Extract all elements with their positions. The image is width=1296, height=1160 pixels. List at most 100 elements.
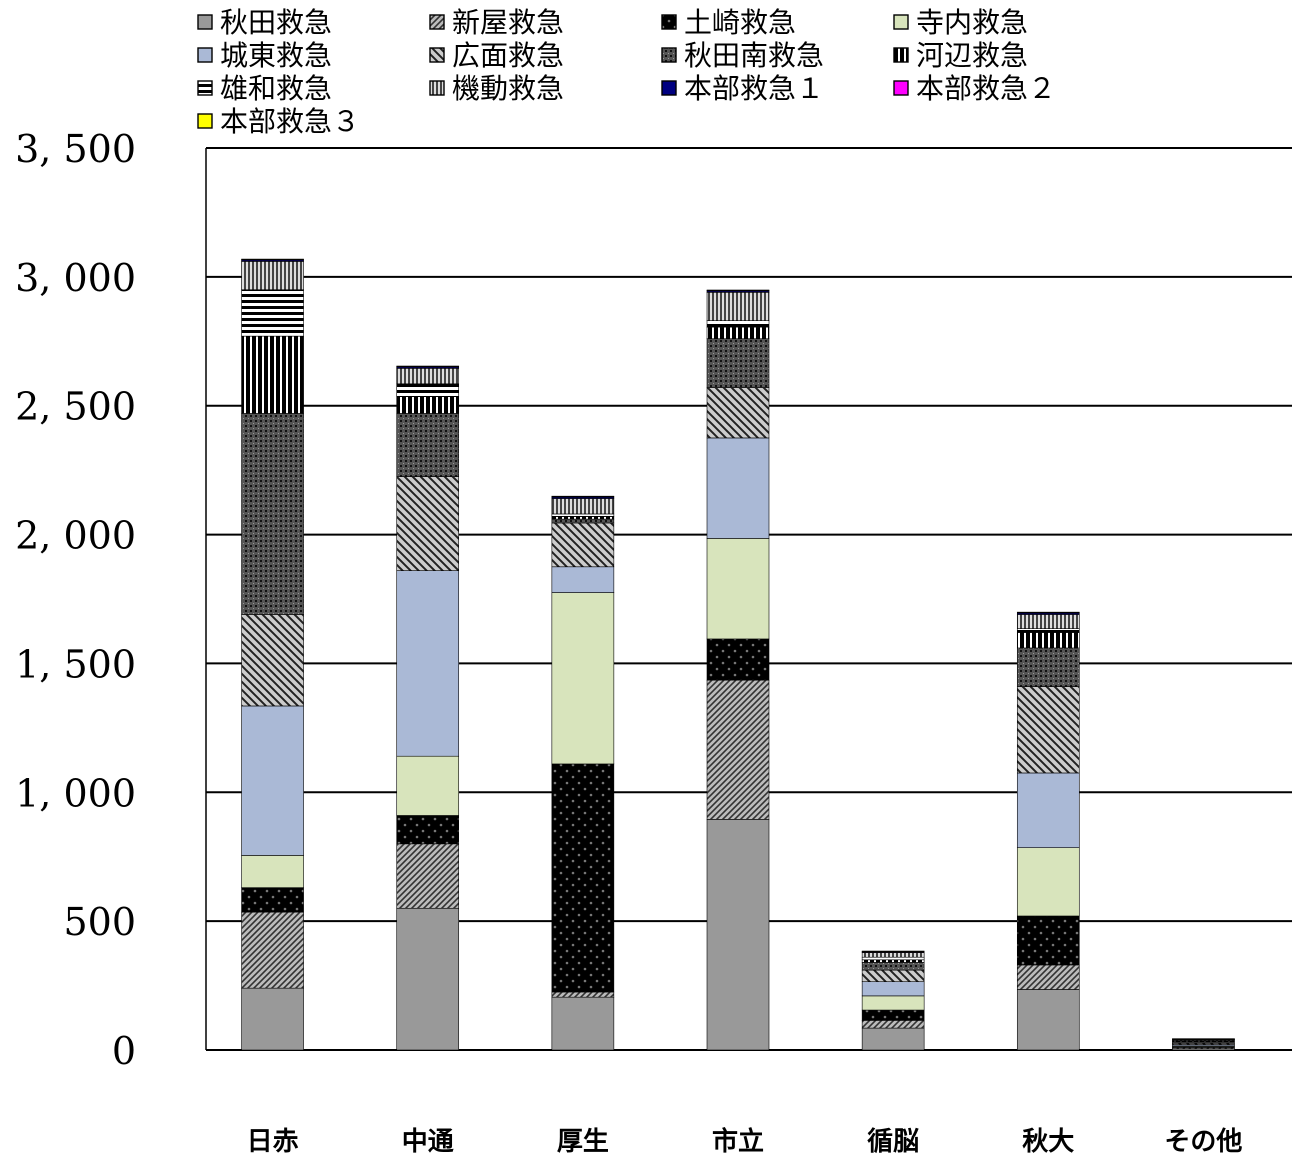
bar-segment [861,995,925,1011]
legend-label: 新屋救急 [452,6,564,39]
x-tick-label: 日赤 [247,1127,299,1157]
x-axis: 日赤 中通 厚生 市立 循脳 秋大 その他 [247,1126,1243,1157]
legend-item: 本部救急２ [893,72,1056,105]
bar-segment [241,258,304,260]
y-axis: 0 500 1, 000 1, 500 2, 000 2, 500 3, 000 3, 500 [15,127,136,1073]
legend-swatch [661,80,677,96]
legend-label: 秋田南救急 [684,39,824,72]
legend-item: 土崎救急 [661,6,796,39]
bar-segment [1016,686,1080,774]
bar-segment [861,1027,925,1051]
bar-segment [861,950,925,952]
x-tick-label: 秋大 [1022,1127,1074,1157]
x-tick-label: 厚生 [557,1127,609,1157]
bar-segment [396,570,460,757]
bar-segment [1016,614,1080,629]
bar-stack-4 [706,289,770,1051]
bar-segment [551,513,615,517]
legend-label: 秋田救急 [220,6,332,39]
y-tick-label: 3, 500 [15,127,136,171]
bar-segment [551,763,615,993]
bar-segment [241,261,304,291]
bar-segment [396,383,460,397]
legend-item: 本部救急３ [197,105,360,138]
legend-swatch [893,14,909,30]
legend-label: 本部救急１ [684,72,824,105]
bar-segment [1016,628,1080,633]
y-tick-label: 2, 500 [15,385,136,429]
x-tick-label: 中通 [402,1127,454,1157]
bar-segment [706,819,770,1051]
legend-label: 本部救急２ [916,72,1056,105]
bar-segment [241,413,304,615]
legend-swatch [429,80,445,96]
legend-label: 河辺救急 [916,39,1028,72]
bar-segment [861,969,925,983]
bar-segment [396,396,460,414]
legend-swatch [893,80,909,96]
bar-segment [396,368,460,385]
legend-swatch [429,14,445,30]
bar-segment [706,320,770,328]
bar-stack-2 [396,365,460,1051]
legend-item: 寺内救急 [893,6,1028,39]
bar-segment [551,522,615,568]
bar-segment [1016,847,1080,917]
bar-stack-3 [551,495,615,1051]
bar-segment [1172,1038,1235,1040]
bar-segment [706,437,770,539]
bar-segment [241,335,304,414]
bar-segment [706,289,770,291]
legend-item: 本部救急１ [661,72,824,105]
legend-label: 寺内救急 [916,6,1028,39]
x-tick-label: 循脳 [867,1127,919,1157]
bar-segment [551,566,615,593]
legend-label: 本部救急３ [220,105,360,138]
bar-segment [706,538,770,640]
legend-swatch [197,80,213,96]
bar-segment [1016,915,1080,966]
bar-stack-5 [861,950,925,1051]
bar-segment [396,907,460,1051]
x-tick-label: 市立 [712,1126,764,1157]
bar-segment [706,387,770,439]
bar-segment [861,1009,925,1021]
bar-segment [241,705,304,856]
bar-segment [551,518,615,524]
bar-segment [706,292,770,321]
legend-label: 広面救急 [452,39,564,72]
legend-swatch [429,47,445,63]
bar-segment [241,855,304,888]
bar-segment [861,952,925,958]
bar-stack-7 [1172,1038,1235,1051]
bar-segment [706,326,770,340]
x-tick-label: その他 [1164,1127,1242,1157]
bar-segment [551,495,615,497]
y-tick-label: 3, 000 [15,256,136,300]
legend-label: 土崎救急 [684,6,796,39]
bar-segment [241,911,304,989]
bar-segment [861,1020,925,1029]
bar-segment [706,679,770,820]
legend-item: 秋田南救急 [661,39,824,72]
y-tick-label: 0 [112,1029,136,1073]
bar-segment [241,614,304,707]
legend-swatch [661,47,677,63]
legend-item: 新屋救急 [429,6,564,39]
y-tick-label: 500 [63,900,136,944]
bar-segment [1016,964,1080,990]
bar-segment [551,991,615,998]
bar-segment [1016,632,1080,649]
bar-segment [551,996,615,1051]
legend-item: 城東救急 [197,39,332,72]
bar-segment [1016,647,1080,687]
bar-segment [1016,611,1080,613]
legend-label: 城東救急 [220,39,332,72]
legend-item: 河辺救急 [893,39,1028,72]
legend-swatch [197,47,213,63]
bar-segment [861,962,925,971]
bar-segment [861,981,925,997]
bar-segment [551,498,615,515]
bar-segment [551,516,615,520]
